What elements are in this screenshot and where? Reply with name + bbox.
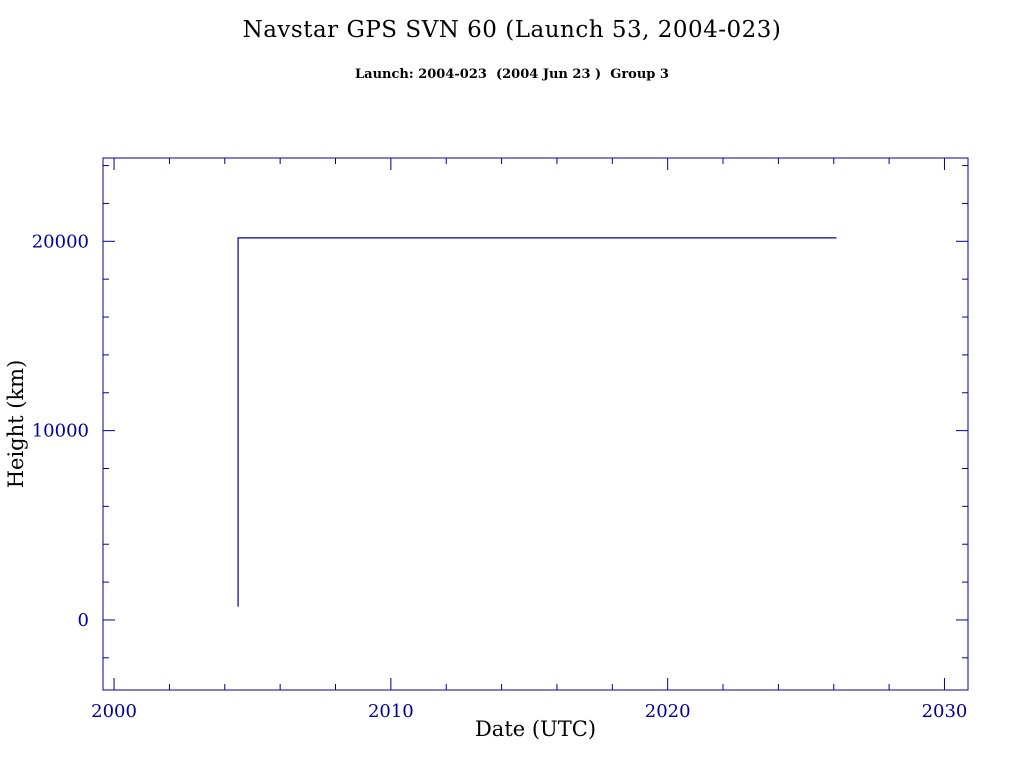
x-tick-label: 2030 xyxy=(922,701,968,722)
y-tick-label: 10000 xyxy=(32,421,89,442)
x-tick-label: 2010 xyxy=(368,701,414,722)
x-tick-label: 2000 xyxy=(91,701,137,722)
axis-box xyxy=(102,157,969,691)
chart-subtitle: Launch: 2004-023 (2004 Jun 23 ) Group 3 xyxy=(355,67,669,82)
x-tick-label: 2020 xyxy=(645,701,691,722)
x-axis-label: Date (UTC) xyxy=(474,717,597,741)
y-tick-label: 20000 xyxy=(32,231,89,252)
y-axis-label: Height (km) xyxy=(4,359,28,489)
data-line-height-km xyxy=(237,237,837,607)
chart-title: Navstar GPS SVN 60 (Launch 53, 2004-023) xyxy=(242,17,782,43)
y-tick-label: 0 xyxy=(78,610,89,631)
